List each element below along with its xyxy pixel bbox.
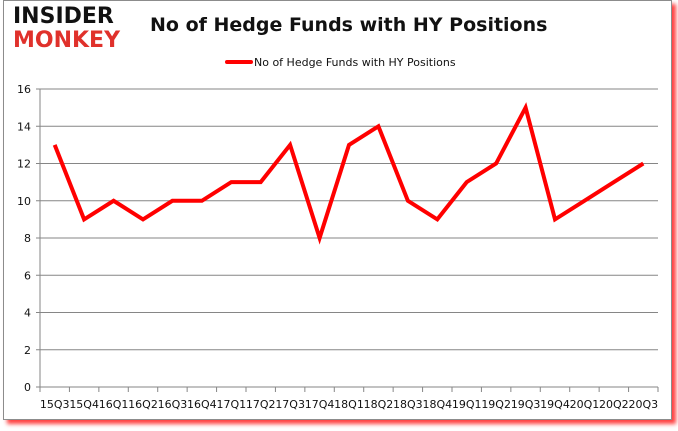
- x-tick-label: 16Q3: [158, 398, 188, 411]
- x-tick-label: 20Q3: [628, 398, 658, 411]
- x-tick-label: 16Q2: [128, 398, 158, 411]
- x-tick-label: 19Q3: [511, 398, 541, 411]
- logo-line-1: INSIDER: [13, 4, 114, 29]
- x-tick-label: 15Q3: [40, 398, 70, 411]
- x-tick-label: 17Q4: [305, 398, 335, 411]
- x-tick-label: 16Q1: [99, 398, 129, 411]
- y-tick-label: 6: [24, 269, 31, 282]
- y-tick-label: 0: [24, 381, 31, 394]
- x-tick-label: 19Q1: [452, 398, 482, 411]
- x-tick-label: 18Q2: [364, 398, 394, 411]
- insider-monkey-logo: INSIDER MONKEY: [13, 6, 125, 54]
- x-tick-label: 18Q1: [334, 398, 364, 411]
- x-tick-label: 18Q3: [393, 398, 423, 411]
- y-tick-label: 10: [17, 195, 31, 208]
- x-tick-label: 18Q4: [422, 398, 452, 411]
- series-line: [52, 102, 645, 245]
- y-tick-label: 2: [24, 344, 31, 357]
- x-tick-label: 17Q2: [246, 398, 276, 411]
- x-tick-label: 17Q1: [216, 398, 246, 411]
- x-tick-label: 15Q4: [69, 398, 99, 411]
- x-tick-label: 19Q4: [540, 398, 570, 411]
- x-tick-label: 17Q3: [275, 398, 305, 411]
- x-tick-label: 19Q2: [481, 398, 511, 411]
- y-tick-label: 14: [17, 120, 31, 133]
- y-tick-label: 8: [24, 232, 31, 245]
- y-tick-label: 12: [17, 158, 31, 171]
- y-tick-label: 16: [17, 83, 31, 96]
- logo-line-2: MONKEY: [13, 28, 121, 53]
- x-tick-label: 16Q4: [187, 398, 217, 411]
- chart-title: No of Hedge Funds with HY Positions: [150, 14, 548, 36]
- x-tick-label: 20Q1: [570, 398, 600, 411]
- x-tick-label: 20Q2: [599, 398, 629, 411]
- legend-line-swatch-icon: [225, 60, 253, 64]
- chart-legend: No of Hedge Funds with HY Positions: [225, 55, 456, 69]
- y-tick-label: 4: [24, 307, 31, 320]
- legend-label: No of Hedge Funds with HY Positions: [254, 55, 456, 69]
